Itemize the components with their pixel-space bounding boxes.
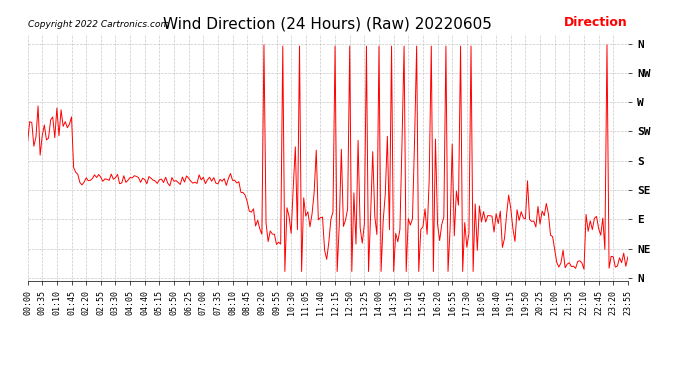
Text: Copyright 2022 Cartronics.com: Copyright 2022 Cartronics.com (28, 20, 169, 29)
Text: Direction: Direction (564, 16, 628, 29)
Title: Wind Direction (24 Hours) (Raw) 20220605: Wind Direction (24 Hours) (Raw) 20220605 (164, 16, 492, 31)
